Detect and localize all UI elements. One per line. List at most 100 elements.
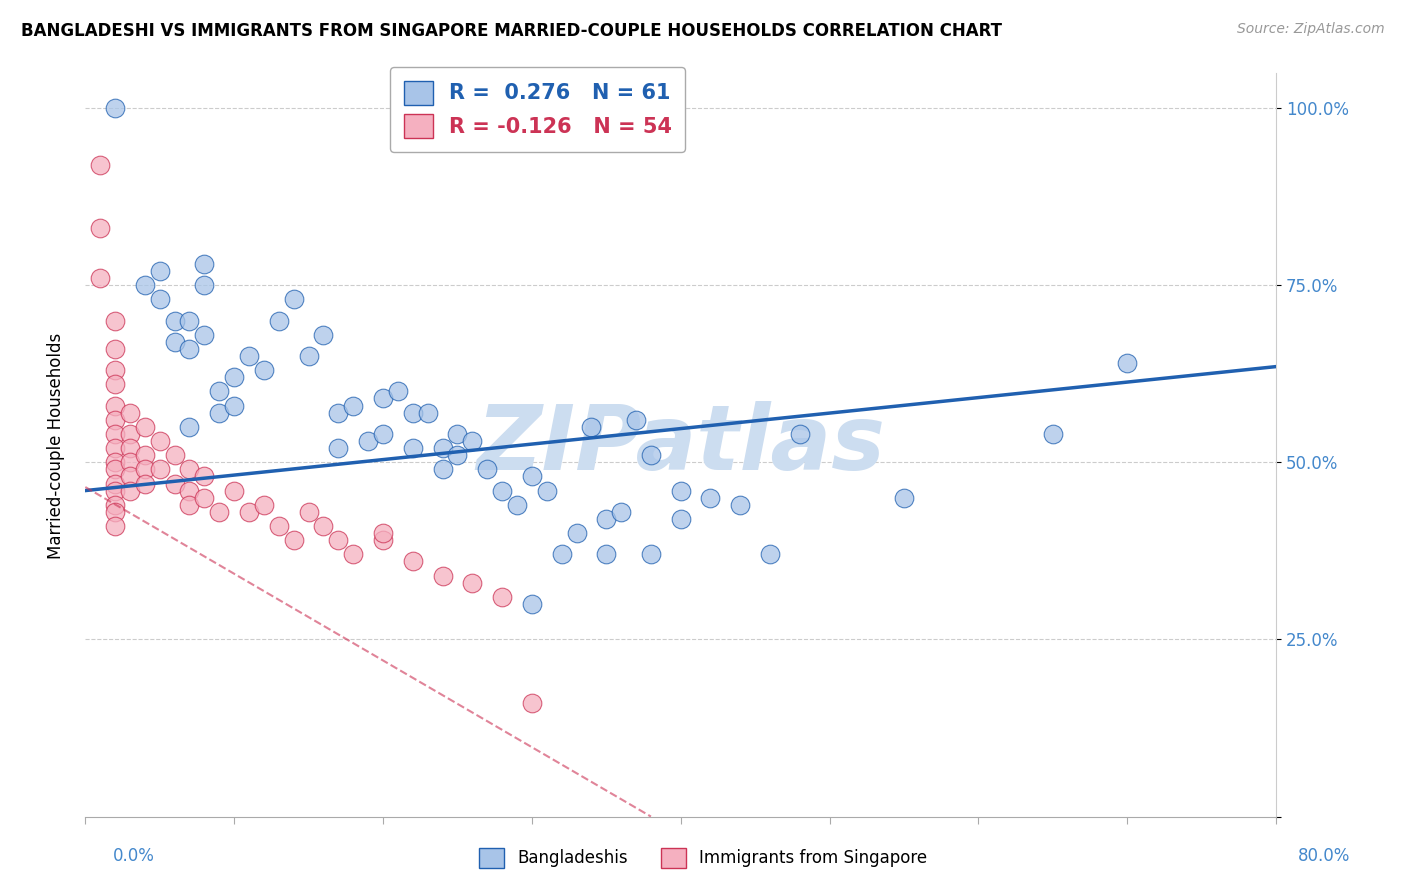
Point bbox=[179, 483, 201, 498]
Point bbox=[402, 406, 425, 420]
Point bbox=[104, 519, 127, 533]
Point bbox=[1042, 426, 1064, 441]
Point bbox=[224, 399, 246, 413]
Point bbox=[238, 349, 260, 363]
Point bbox=[640, 448, 662, 462]
Point bbox=[328, 441, 350, 455]
Point bbox=[118, 441, 141, 455]
Point bbox=[432, 441, 454, 455]
Point bbox=[461, 575, 484, 590]
Point bbox=[371, 426, 394, 441]
Text: 80.0%: 80.0% bbox=[1298, 847, 1350, 865]
Point bbox=[446, 426, 468, 441]
Point bbox=[179, 498, 201, 512]
Point bbox=[224, 483, 246, 498]
Point bbox=[328, 533, 350, 548]
Point bbox=[104, 399, 127, 413]
Point bbox=[342, 399, 364, 413]
Point bbox=[342, 547, 364, 561]
Point bbox=[208, 384, 231, 399]
Point bbox=[118, 469, 141, 483]
Point bbox=[149, 434, 172, 448]
Text: Married-couple Households: Married-couple Households bbox=[48, 333, 65, 559]
Point bbox=[104, 476, 127, 491]
Point bbox=[118, 406, 141, 420]
Point bbox=[759, 547, 782, 561]
Point bbox=[163, 476, 186, 491]
Point bbox=[640, 547, 662, 561]
Point bbox=[432, 568, 454, 582]
Point bbox=[669, 512, 692, 526]
Point bbox=[149, 462, 172, 476]
Point bbox=[520, 597, 543, 611]
Point bbox=[134, 419, 156, 434]
Point bbox=[371, 526, 394, 541]
Text: Source: ZipAtlas.com: Source: ZipAtlas.com bbox=[1237, 22, 1385, 37]
Point bbox=[253, 498, 276, 512]
Point bbox=[104, 413, 127, 427]
Point bbox=[789, 426, 811, 441]
Point bbox=[491, 483, 513, 498]
Point bbox=[193, 491, 215, 505]
Point bbox=[328, 406, 350, 420]
Point bbox=[312, 327, 335, 342]
Point bbox=[118, 455, 141, 469]
Point bbox=[104, 441, 127, 455]
Point bbox=[267, 519, 290, 533]
Point bbox=[893, 491, 915, 505]
Point bbox=[446, 448, 468, 462]
Point bbox=[224, 370, 246, 384]
Point bbox=[104, 483, 127, 498]
Point bbox=[149, 293, 172, 307]
Point bbox=[89, 158, 111, 172]
Point bbox=[595, 512, 617, 526]
Point bbox=[179, 462, 201, 476]
Point bbox=[238, 505, 260, 519]
Point bbox=[104, 363, 127, 377]
Point bbox=[387, 384, 409, 399]
Point bbox=[699, 491, 721, 505]
Point bbox=[104, 505, 127, 519]
Point bbox=[432, 462, 454, 476]
Point bbox=[565, 526, 588, 541]
Point bbox=[104, 313, 127, 327]
Point bbox=[550, 547, 572, 561]
Point bbox=[104, 377, 127, 392]
Point bbox=[520, 696, 543, 710]
Point bbox=[536, 483, 558, 498]
Point bbox=[163, 448, 186, 462]
Point bbox=[477, 462, 499, 476]
Point bbox=[179, 419, 201, 434]
Point bbox=[134, 462, 156, 476]
Point bbox=[104, 101, 127, 115]
Text: 0.0%: 0.0% bbox=[112, 847, 155, 865]
Point bbox=[104, 426, 127, 441]
Point bbox=[461, 434, 484, 448]
Point bbox=[491, 590, 513, 604]
Point bbox=[89, 221, 111, 235]
Point bbox=[610, 505, 633, 519]
Point bbox=[163, 313, 186, 327]
Point bbox=[1116, 356, 1139, 370]
Point bbox=[297, 505, 319, 519]
Point bbox=[624, 413, 647, 427]
Legend: Bangladeshis, Immigrants from Singapore: Bangladeshis, Immigrants from Singapore bbox=[472, 841, 934, 875]
Point bbox=[253, 363, 276, 377]
Point bbox=[134, 278, 156, 293]
Point bbox=[118, 426, 141, 441]
Point bbox=[371, 533, 394, 548]
Point bbox=[104, 462, 127, 476]
Point bbox=[283, 293, 305, 307]
Point bbox=[134, 476, 156, 491]
Point bbox=[179, 342, 201, 356]
Point bbox=[193, 278, 215, 293]
Point bbox=[357, 434, 380, 448]
Point bbox=[104, 455, 127, 469]
Point bbox=[104, 342, 127, 356]
Point bbox=[506, 498, 529, 512]
Point bbox=[402, 554, 425, 568]
Point bbox=[402, 441, 425, 455]
Point bbox=[118, 483, 141, 498]
Point bbox=[193, 327, 215, 342]
Point bbox=[416, 406, 439, 420]
